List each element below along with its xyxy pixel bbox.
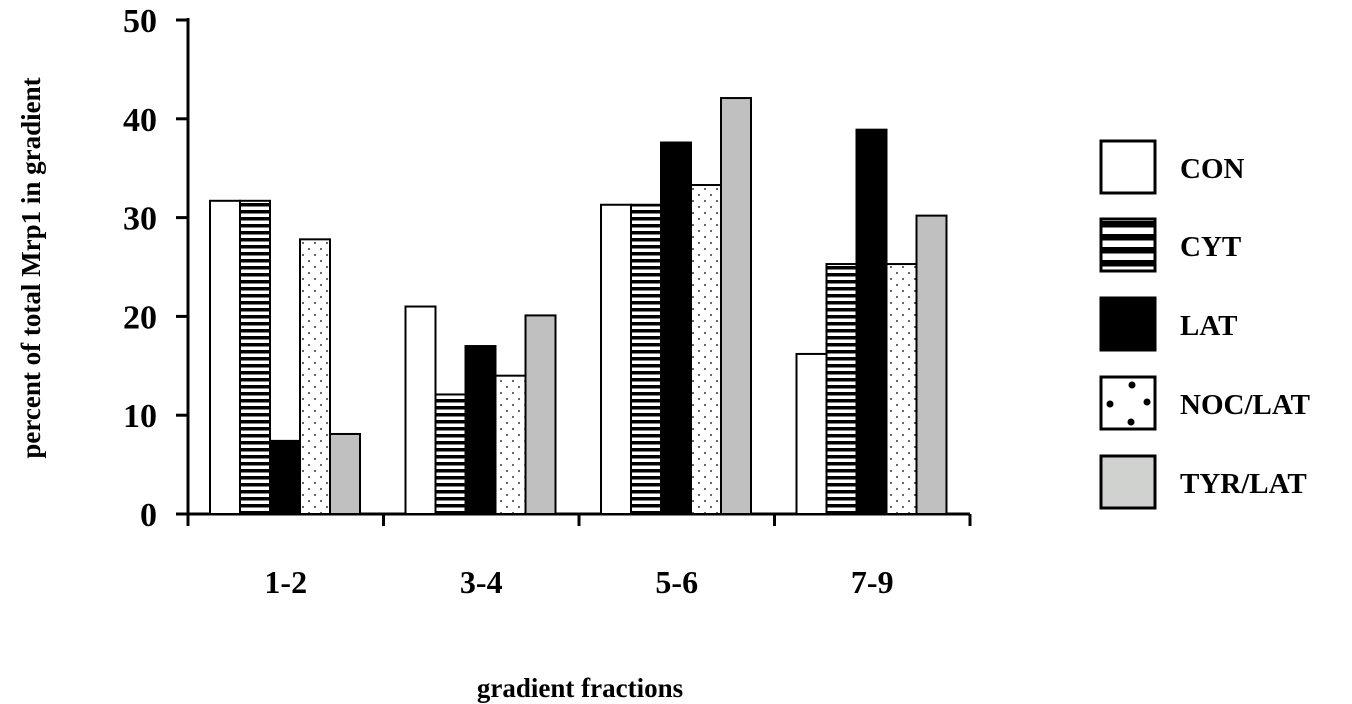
y-axis-ticks: 0 10 20 30 40 50	[123, 3, 188, 534]
legend-item-noc-lat: NOC/LAT	[1099, 375, 1310, 431]
legend-swatch	[1099, 454, 1157, 510]
bar-tyr-lat-5-6	[720, 97, 752, 515]
bar-lat-5-6	[660, 141, 692, 515]
legend-swatch	[1099, 217, 1157, 273]
bar-cyt-3-4	[434, 393, 467, 515]
y-tick-label: 10	[123, 398, 157, 435]
legend-item-con: CON	[1099, 139, 1245, 195]
bar-noc-lat-7-9	[885, 263, 918, 516]
bar-con-7-9	[795, 352, 828, 515]
legend-label: TYR/LAT	[1180, 468, 1307, 500]
bar-lat-3-4	[464, 345, 497, 516]
legend-label: NOC/LAT	[1180, 389, 1310, 421]
bar-cyt-7-9	[825, 263, 858, 516]
bar-con-3-4	[404, 305, 437, 515]
legend-item-lat: LAT	[1099, 296, 1237, 352]
legend-label: CON	[1180, 153, 1245, 185]
y-tick-label: 20	[123, 299, 157, 336]
bar-noc-lat-5-6	[690, 183, 722, 515]
bar-noc-lat-1-2	[299, 238, 331, 515]
x-axis-ticks: 1-2 3-4 5-6 7-9	[186, 514, 972, 600]
x-tick-label: 5-6	[655, 564, 698, 600]
bar-con-5-6	[600, 203, 632, 515]
x-tick-label: 7-9	[851, 564, 894, 600]
x-tick-label: 1-2	[264, 564, 307, 600]
y-tick-label: 30	[123, 201, 157, 238]
bar-lat-7-9	[855, 128, 888, 515]
y-tick-label: 50	[123, 3, 157, 40]
y-tick-label: 40	[123, 102, 157, 139]
legend-swatch	[1099, 296, 1157, 352]
y-axis-title: percent of total Mrp1 in gradient	[16, 77, 46, 458]
legend-dot	[1143, 398, 1151, 406]
legend-swatch	[1099, 139, 1157, 195]
y-tick-label: 0	[140, 497, 157, 534]
bar-tyr-lat-1-2	[329, 432, 361, 515]
legend-label: CYT	[1180, 231, 1241, 263]
legend-dot	[1106, 400, 1114, 408]
bar-con-1-2	[209, 199, 241, 516]
bar-tyr-lat-3-4	[524, 314, 557, 515]
legend-dot	[1127, 418, 1135, 426]
bar-lat-1-2	[269, 439, 301, 515]
legend-item-tyr-lat: TYR/LAT	[1099, 454, 1307, 510]
legend-item-cyt: CYT	[1099, 217, 1241, 273]
legend: CON CYT LAT NOC/LAT TYR/LAT	[1099, 139, 1310, 510]
bar-cyt-1-2	[239, 199, 271, 516]
bar-cyt-5-6	[630, 203, 662, 515]
bars	[209, 97, 948, 516]
x-axis-title: gradient fractions	[477, 673, 683, 703]
bar-tyr-lat-7-9	[915, 214, 948, 515]
legend-label: LAT	[1180, 310, 1237, 342]
x-tick-label: 3-4	[460, 564, 503, 600]
bar-noc-lat-3-4	[494, 374, 527, 515]
legend-dot	[1128, 381, 1136, 389]
